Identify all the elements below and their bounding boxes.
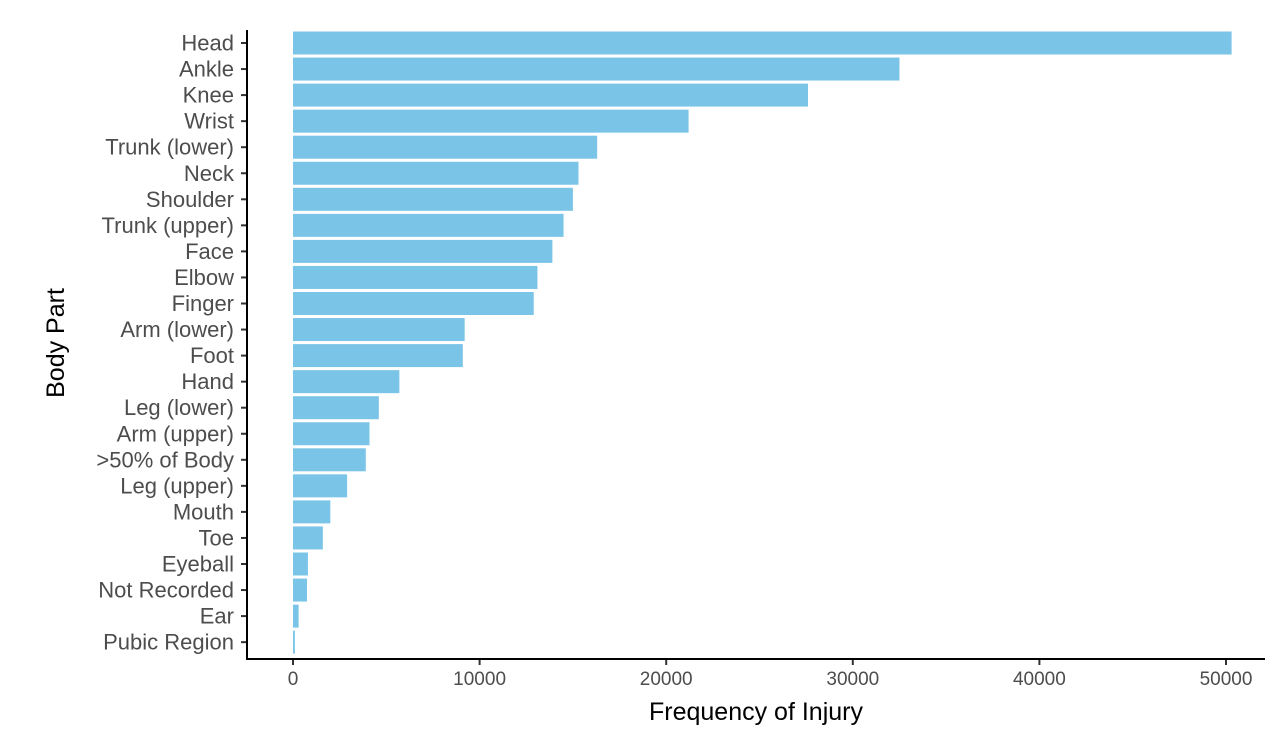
bar-mouth	[293, 500, 331, 524]
y-tick-label-elbow: Elbow	[174, 265, 234, 290]
bar-ankle	[293, 57, 900, 81]
x-tick-label-30000: 30000	[826, 669, 879, 690]
y-tick-label-arm-lower: Arm (lower)	[120, 317, 234, 342]
bar-arm-lower	[293, 318, 465, 342]
y-tick-label-trunk-lower: Trunk (lower)	[105, 135, 234, 160]
y-tick-label-shoulder: Shoulder	[146, 187, 234, 212]
bar-arm-upper	[293, 422, 370, 446]
bar-neck	[293, 161, 579, 185]
y-tick-label-neck: Neck	[184, 161, 235, 186]
x-tick-label-40000: 40000	[1013, 669, 1066, 690]
bar-50-of-body	[293, 448, 366, 472]
bar-ear	[293, 604, 299, 628]
bar-head	[293, 31, 1232, 55]
bar-face	[293, 239, 553, 263]
y-tick-label-eyeball: Eyeball	[162, 552, 234, 577]
y-tick-label-head: Head	[181, 31, 234, 56]
x-tick-label-20000: 20000	[640, 669, 693, 690]
bar-finger	[293, 292, 534, 315]
bar-eyeball	[293, 552, 308, 576]
bar-hand	[293, 370, 400, 394]
y-tick-label-knee: Knee	[183, 83, 234, 108]
x-tick-label-50000: 50000	[1200, 669, 1253, 690]
y-tick-label-leg-lower: Leg (lower)	[124, 395, 234, 420]
y-tick-label-toe: Toe	[199, 525, 234, 550]
y-tick-label-wrist: Wrist	[184, 109, 234, 134]
bar-wrist	[293, 109, 689, 133]
bar-leg-lower	[293, 396, 379, 420]
y-tick-label-ankle: Ankle	[179, 57, 234, 82]
bar-toe	[293, 526, 323, 550]
x-tick-label-0: 0	[288, 669, 299, 690]
y-tick-label-mouth: Mouth	[173, 499, 234, 524]
y-tick-label-50-of-body: >50% of Body	[96, 447, 234, 472]
x-axis-labels: 0 10000 20000 30000 40000 50000	[288, 669, 1253, 690]
y-tick-label-trunk-upper: Trunk (upper)	[102, 213, 234, 238]
y-tick-label-leg-upper: Leg (upper)	[120, 473, 234, 498]
y-tick-label-arm-upper: Arm (upper)	[117, 421, 234, 446]
bar-knee	[293, 83, 809, 107]
y-tick-label-finger: Finger	[172, 291, 234, 316]
y-axis-title: Body Part	[42, 288, 70, 398]
bar-elbow	[293, 265, 538, 289]
bars-group	[293, 31, 1232, 654]
bar-leg-upper	[293, 474, 348, 498]
bar-not-recorded	[293, 578, 307, 602]
y-tick-label-foot: Foot	[190, 343, 234, 368]
y-tick-label-ear: Ear	[200, 604, 234, 629]
y-tick-label-not-recorded: Not Recorded	[98, 578, 234, 603]
bar-foot	[293, 344, 463, 368]
y-tick-label-face: Face	[185, 239, 234, 264]
x-tick-label-10000: 10000	[453, 669, 506, 690]
bar-trunk-lower	[293, 135, 598, 159]
y-tick-label-pubic-region: Pubic Region	[103, 630, 234, 655]
bar-trunk-upper	[293, 213, 564, 237]
bar-pubic-region	[293, 630, 295, 654]
bar-shoulder	[293, 187, 573, 211]
x-axis-title: Frequency of Injury	[649, 698, 863, 726]
y-tick-label-hand: Hand	[181, 369, 234, 394]
